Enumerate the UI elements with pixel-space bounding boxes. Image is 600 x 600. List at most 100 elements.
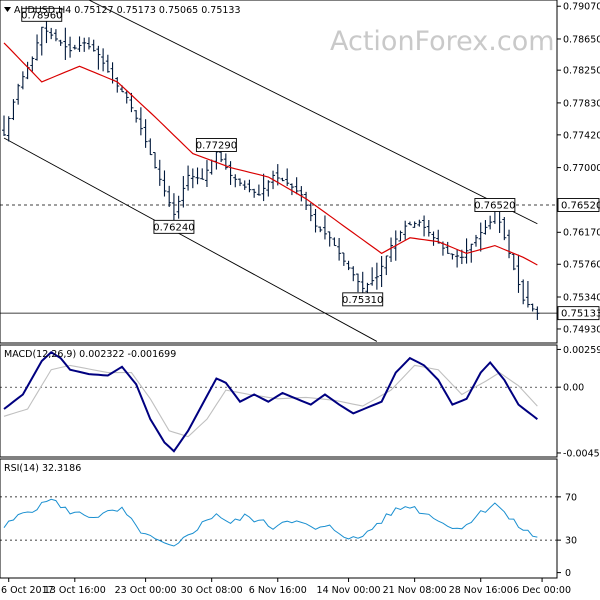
time-axis-label: 14 Nov 00:00	[317, 585, 381, 596]
price-bar	[337, 238, 342, 261]
price-bar	[101, 48, 106, 72]
price-callout: 0.75310	[342, 292, 384, 307]
price-bar	[412, 221, 417, 228]
price-axis-label: 0.76170	[563, 228, 600, 239]
price-callout-label: 0.76520	[474, 201, 515, 212]
time-axis-label: 30 Oct 08:00	[181, 585, 243, 596]
symbol-header: AUDUSD,H4 0.75127 0.75173 0.75065 0.7513…	[14, 5, 241, 16]
macd-panel: 0.002595 0.00 -0.004522 MACD(12,26,9) 0.00…	[0, 344, 600, 459]
price-bar	[91, 39, 96, 52]
moving-average-line	[3, 42, 538, 266]
price-bar	[389, 237, 394, 262]
price-bar	[299, 186, 304, 202]
price-bar	[332, 237, 337, 247]
price-bar	[308, 202, 313, 222]
dropdown-triangle-icon[interactable]	[4, 7, 11, 12]
price-callout: 0.76520	[474, 198, 516, 212]
price-axis-label: 0.77830	[563, 98, 600, 109]
price-bar	[351, 266, 356, 282]
price-bar	[502, 217, 507, 241]
price-bar	[115, 77, 120, 93]
price-bar	[148, 138, 153, 156]
price-bar	[6, 116, 11, 142]
price-panel-frame	[0, 0, 558, 344]
time-axis-label: 23 Oct 00:00	[115, 585, 177, 596]
time-axis-label: 6 Oct 2017	[1, 585, 54, 596]
price-bar	[474, 234, 478, 247]
price-bar	[162, 170, 167, 197]
macd-axis-label: 0.002595	[563, 345, 600, 356]
price-bar	[171, 193, 176, 221]
price-bar	[209, 159, 214, 175]
rsi-line	[3, 498, 538, 547]
price-bar	[143, 119, 148, 148]
price-bar	[186, 165, 191, 191]
price-callout-box	[153, 219, 195, 234]
macd-axis: 0.002595 0.00 -0.004522	[557, 345, 600, 459]
macd-axis-label: 0.00	[563, 383, 584, 394]
price-bar	[247, 179, 252, 193]
price-bar	[478, 222, 483, 252]
channel-line	[3, 137, 378, 342]
price-level-tag	[557, 306, 600, 321]
price-level-tag-label: 0.75133	[561, 309, 600, 320]
price-bar	[535, 306, 540, 320]
price-bar	[469, 243, 474, 263]
watermark: ActionForex.com	[330, 26, 555, 57]
price-level-tag-label: 0.76520	[561, 201, 600, 212]
price-bar	[63, 27, 68, 60]
price-bar	[346, 260, 351, 271]
price-bar	[153, 152, 158, 169]
price-bar	[374, 262, 379, 290]
price-bar	[25, 61, 30, 80]
price-callout-label: 0.75310	[342, 295, 383, 306]
price-axis-label: 0.77420	[563, 130, 600, 141]
rsi-panel-frame	[0, 458, 558, 579]
price-bar	[11, 99, 16, 121]
price-bar	[313, 209, 318, 233]
price-bar	[285, 168, 290, 186]
price-bar	[58, 39, 63, 46]
price-callout-label: 0.76240	[153, 222, 194, 233]
price-bar	[464, 238, 469, 264]
rsi-axis-label: 0	[565, 568, 571, 579]
price-bar	[30, 56, 35, 72]
price-bar	[44, 20, 49, 44]
macd-label: MACD(12,26,9) 0.002322 -0.001699	[4, 349, 176, 360]
price-bar	[181, 176, 186, 208]
price-callout-box	[21, 7, 63, 22]
rsi-axis-label: 70	[565, 492, 577, 503]
price-bar	[266, 180, 271, 197]
price-bar	[233, 174, 238, 188]
price-axis-label: 0.75340	[563, 292, 600, 303]
price-bar	[530, 303, 535, 312]
price-bar	[138, 107, 143, 136]
price-bar	[200, 168, 205, 180]
rsi-axis: 70 30 0	[557, 492, 577, 579]
price-bar	[294, 177, 299, 195]
price-callout-box	[195, 138, 237, 152]
price-level-tag	[557, 198, 600, 212]
price-bar	[20, 71, 25, 90]
price-bar	[157, 159, 162, 186]
price-bar	[304, 191, 309, 211]
price-bar	[124, 90, 129, 104]
price-axis-label: 0.79070	[563, 2, 600, 13]
price-bar	[488, 215, 493, 230]
price-axis-label: 0.78250	[563, 66, 600, 77]
price-bar	[289, 183, 294, 196]
price-bar	[417, 219, 422, 227]
price-bar	[403, 220, 408, 240]
price-bar	[190, 168, 195, 189]
price-axis: 0.79070 0.78650 0.78250 0.77830 0.77420 0.770…	[557, 2, 600, 335]
price-bar	[39, 26, 44, 56]
price-bar	[49, 27, 54, 40]
price-bar	[445, 241, 450, 254]
price-bar	[82, 37, 87, 52]
price-bar	[370, 267, 375, 286]
price-panel: 0.78960 0.77290 0.76240 0.75310 0.76520 0.79…	[0, 0, 600, 344]
price-callout-box	[342, 292, 384, 307]
price-callout-label: 0.77290	[196, 141, 237, 152]
price-callout: 0.78960	[21, 7, 63, 22]
